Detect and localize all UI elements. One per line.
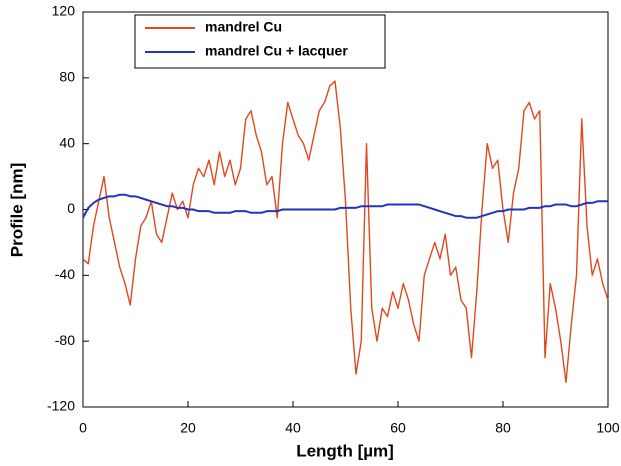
x-tick-label: 40 bbox=[285, 420, 301, 436]
y-axis-label: Profile [nm] bbox=[7, 163, 26, 257]
legend-label: mandrel Cu + lacquer bbox=[205, 43, 348, 59]
x-tick-label: 60 bbox=[390, 420, 406, 436]
y-tick-label: -120 bbox=[47, 398, 75, 414]
x-tick-label: 0 bbox=[79, 420, 87, 436]
legend-label: mandrel Cu bbox=[205, 19, 282, 35]
data-line bbox=[82, 80, 609, 384]
data-line bbox=[82, 193, 608, 219]
x-tick-label: 20 bbox=[180, 420, 196, 436]
y-tick-label: -80 bbox=[55, 332, 75, 348]
y-tick-label: 0 bbox=[67, 200, 75, 216]
x-tick-label: 100 bbox=[596, 420, 620, 436]
legend-box bbox=[134, 14, 386, 69]
y-tick-label: 40 bbox=[59, 134, 75, 150]
x-axis-label: Length [µm] bbox=[296, 441, 394, 460]
y-tick-label: -40 bbox=[55, 266, 75, 282]
y-tick-label: 120 bbox=[52, 3, 76, 19]
y-tick-label: 80 bbox=[59, 69, 75, 85]
x-tick-label: 80 bbox=[495, 420, 511, 436]
